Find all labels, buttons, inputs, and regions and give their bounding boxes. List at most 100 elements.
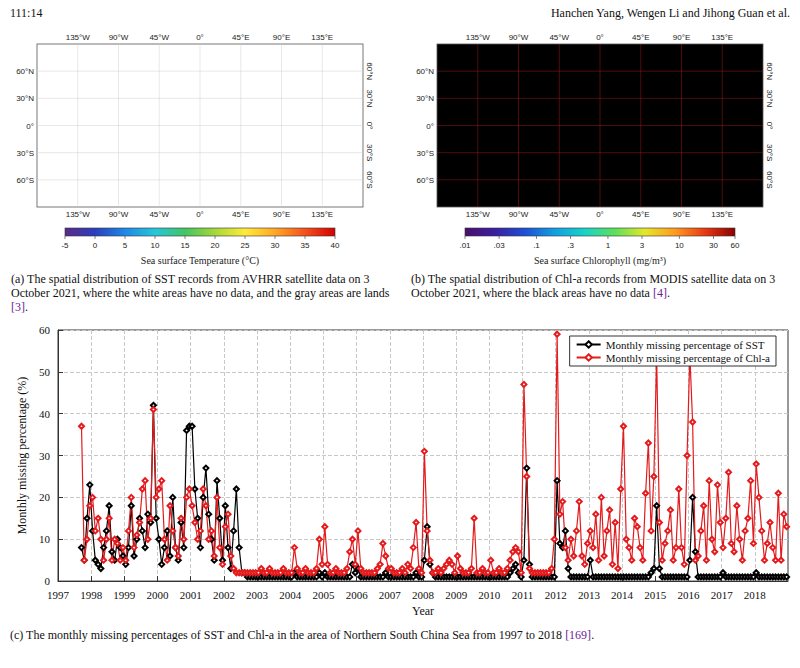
svg-text:1997: 1997	[47, 589, 70, 601]
svg-text:45°W: 45°W	[149, 33, 169, 42]
svg-text:10: 10	[39, 533, 51, 545]
svg-text:2008: 2008	[412, 589, 435, 601]
svg-text:20: 20	[211, 241, 220, 250]
svg-text:90°W: 90°W	[109, 33, 129, 42]
svg-text:30°S: 30°S	[417, 149, 434, 158]
svg-text:45°E: 45°E	[232, 33, 249, 42]
svg-text:35: 35	[301, 241, 310, 250]
svg-text:2002: 2002	[213, 589, 235, 601]
svg-text:45°E: 45°E	[232, 210, 249, 219]
svg-text:30°N: 30°N	[16, 94, 34, 103]
svg-text:5: 5	[123, 241, 128, 250]
svg-text:60°N: 60°N	[365, 62, 374, 80]
svg-text:30: 30	[709, 241, 718, 250]
svg-text:90°W: 90°W	[509, 210, 529, 219]
svg-text:0°: 0°	[365, 122, 374, 130]
svg-text:15: 15	[181, 241, 190, 250]
svg-text:60°S: 60°S	[365, 171, 374, 188]
svg-text:10: 10	[151, 241, 160, 250]
svg-text:45°W: 45°W	[149, 210, 169, 219]
svg-text:135°W: 135°W	[66, 210, 91, 219]
svg-text:45°W: 45°W	[549, 33, 569, 42]
svg-text:.3: .3	[567, 241, 574, 250]
svg-text:Year: Year	[412, 604, 434, 618]
svg-text:1998: 1998	[80, 589, 103, 601]
svg-text:2004: 2004	[279, 589, 302, 601]
svg-text:0°: 0°	[26, 122, 34, 131]
svg-text:135°W: 135°W	[66, 33, 91, 42]
svg-text:135°W: 135°W	[466, 210, 491, 219]
svg-text:10: 10	[675, 241, 684, 250]
svg-text:60°N: 60°N	[416, 67, 434, 76]
svg-text:90°W: 90°W	[109, 210, 129, 219]
svg-text:2009: 2009	[445, 589, 468, 601]
svg-text:60°N: 60°N	[765, 62, 774, 80]
svg-text:2018: 2018	[744, 589, 767, 601]
svg-text:2011: 2011	[512, 589, 534, 601]
svg-text:1: 1	[606, 241, 611, 250]
svg-text:30°S: 30°S	[365, 144, 374, 161]
svg-text:60: 60	[39, 324, 51, 336]
svg-text:90°W: 90°W	[509, 33, 529, 42]
svg-text:Monthly missing percentage (%): Monthly missing percentage (%)	[15, 377, 29, 535]
svg-text:45°E: 45°E	[632, 33, 649, 42]
svg-text:40: 40	[39, 408, 51, 420]
svg-text:0: 0	[93, 241, 98, 250]
svg-text:25: 25	[241, 241, 250, 250]
svg-text:50: 50	[39, 366, 51, 378]
svg-text:60°S: 60°S	[765, 171, 774, 188]
svg-text:0°: 0°	[196, 210, 204, 219]
svg-text:90°E: 90°E	[673, 210, 690, 219]
svg-text:2003: 2003	[246, 589, 269, 601]
svg-text:2001: 2001	[180, 589, 202, 601]
svg-text:30°S: 30°S	[765, 144, 774, 161]
svg-text:90°E: 90°E	[273, 33, 290, 42]
svg-text:Sea surface Chlorophyll (mg/m³: Sea surface Chlorophyll (mg/m³)	[534, 255, 666, 267]
svg-text:0: 0	[45, 575, 51, 587]
svg-text:0°: 0°	[596, 210, 604, 219]
svg-text:0°: 0°	[596, 33, 604, 42]
svg-text:135°E: 135°E	[711, 210, 733, 219]
svg-text:2015: 2015	[644, 589, 667, 601]
svg-text:2005: 2005	[312, 589, 335, 601]
svg-text:30°S: 30°S	[17, 149, 34, 158]
svg-text:30°N: 30°N	[365, 89, 374, 107]
svg-text:30: 30	[39, 450, 51, 462]
svg-text:2014: 2014	[611, 589, 634, 601]
svg-text:2017: 2017	[711, 589, 734, 601]
svg-text:45°E: 45°E	[632, 210, 649, 219]
svg-text:.03: .03	[494, 241, 506, 250]
svg-text:30°N: 30°N	[416, 94, 434, 103]
svg-text:30: 30	[271, 241, 280, 250]
svg-text:2007: 2007	[379, 589, 402, 601]
svg-text:2010: 2010	[478, 589, 501, 601]
svg-text:20: 20	[39, 491, 51, 503]
svg-text:135°E: 135°E	[311, 210, 333, 219]
svg-text:2006: 2006	[346, 589, 369, 601]
svg-text:45°W: 45°W	[549, 210, 569, 219]
svg-text:0°: 0°	[196, 33, 204, 42]
svg-text:2000: 2000	[147, 589, 170, 601]
svg-text:Monthly missing percentage of: Monthly missing percentage of SST	[606, 339, 765, 351]
svg-text:60°N: 60°N	[16, 67, 34, 76]
svg-text:0°: 0°	[765, 122, 774, 130]
svg-text:30°N: 30°N	[765, 89, 774, 107]
svg-text:3: 3	[640, 241, 645, 250]
svg-text:90°E: 90°E	[273, 210, 290, 219]
svg-text:Monthly missing percentage of: Monthly missing percentage of Chl-a	[606, 352, 770, 364]
svg-text:0°: 0°	[426, 122, 434, 131]
svg-text:60°S: 60°S	[417, 176, 434, 185]
svg-text:135°W: 135°W	[466, 33, 491, 42]
svg-text:90°E: 90°E	[673, 33, 690, 42]
svg-text:.1: .1	[533, 241, 540, 250]
svg-text:2016: 2016	[677, 589, 700, 601]
svg-text:Sea surface Temperature (°C): Sea surface Temperature (°C)	[141, 255, 259, 267]
svg-text:135°E: 135°E	[711, 33, 733, 42]
svg-text:135°E: 135°E	[311, 33, 333, 42]
svg-text:60°S: 60°S	[17, 176, 34, 185]
svg-text:2013: 2013	[578, 589, 601, 601]
svg-text:-5: -5	[61, 241, 69, 250]
svg-text:60: 60	[731, 241, 740, 250]
svg-text:40: 40	[331, 241, 340, 250]
svg-text:2012: 2012	[545, 589, 567, 601]
